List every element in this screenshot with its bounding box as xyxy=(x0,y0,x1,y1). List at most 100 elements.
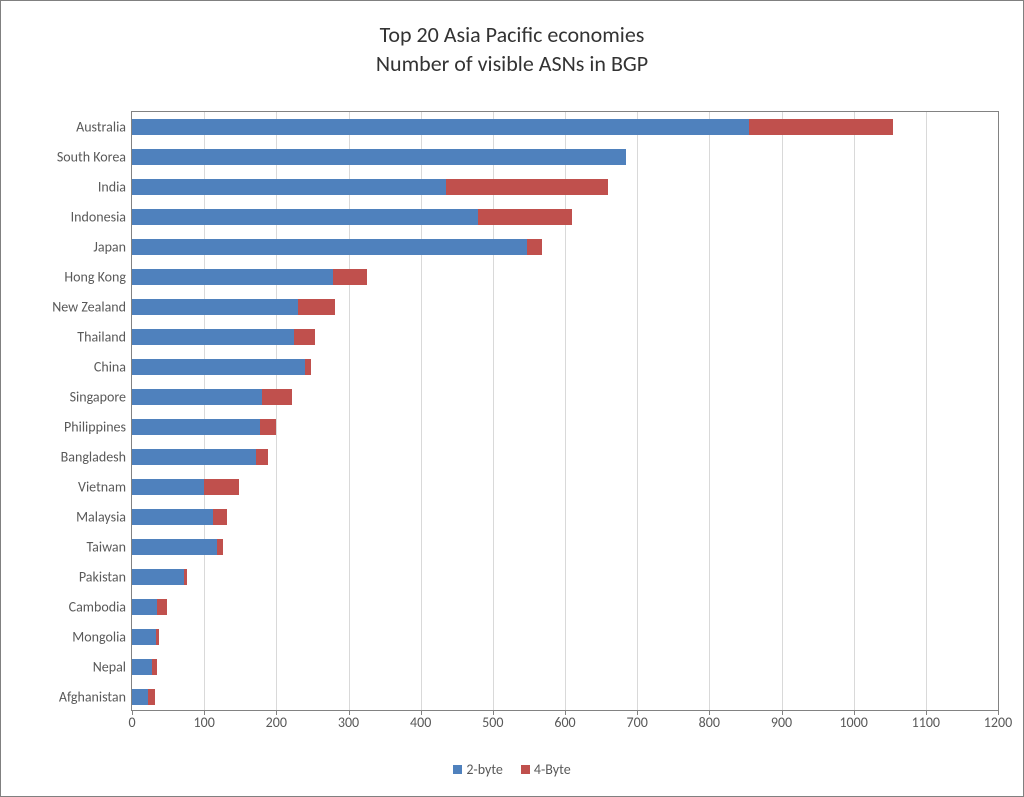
bar-segment-four-byte xyxy=(213,509,227,525)
legend-label: 2-byte xyxy=(466,761,503,778)
bar-segment-two-byte xyxy=(132,449,256,465)
bar-segment-four-byte xyxy=(156,629,159,645)
bar-segment-two-byte xyxy=(132,119,749,135)
bar-segment-two-byte xyxy=(132,539,217,555)
bar-segment-two-byte xyxy=(132,209,478,225)
gridline xyxy=(349,112,350,710)
bar-row xyxy=(132,359,998,375)
bar-row xyxy=(132,659,998,675)
bar-row xyxy=(132,599,998,615)
bar-segment-two-byte xyxy=(132,329,294,345)
bar-segment-two-byte xyxy=(132,269,333,285)
bar-segment-two-byte xyxy=(132,569,184,585)
y-axis-label: Nepal xyxy=(93,659,132,676)
gridline xyxy=(709,112,710,710)
y-axis-label: Philippines xyxy=(64,419,132,436)
bar-row xyxy=(132,179,998,195)
legend-label: 4-Byte xyxy=(534,761,571,778)
chart-title-line-2: Number of visible ASNs in BGP xyxy=(1,50,1023,79)
bar-segment-four-byte xyxy=(204,479,239,495)
bar-segment-two-byte xyxy=(132,479,204,495)
bar-row xyxy=(132,689,998,705)
y-axis-label: Bangladesh xyxy=(61,449,132,466)
y-axis-label: Australia xyxy=(76,119,132,136)
y-axis-label: Singapore xyxy=(70,389,132,406)
bar-segment-four-byte xyxy=(157,599,166,615)
bar-row xyxy=(132,389,998,405)
x-axis-label: 900 xyxy=(771,714,792,731)
y-axis-label: India xyxy=(98,179,132,196)
x-axis-label: 0 xyxy=(128,714,135,731)
x-axis-label: 1100 xyxy=(912,714,940,731)
gridline xyxy=(204,112,205,710)
y-axis-label: Cambodia xyxy=(69,599,132,616)
x-axis-label: 800 xyxy=(699,714,720,731)
bar-segment-two-byte xyxy=(132,629,156,645)
gridline xyxy=(421,112,422,710)
x-axis-label: 300 xyxy=(338,714,359,731)
legend: 2-byte 4-Byte xyxy=(1,761,1023,778)
legend-item: 4-Byte xyxy=(521,761,571,778)
bar-segment-four-byte xyxy=(148,689,155,705)
bar-segment-two-byte xyxy=(132,389,262,405)
legend-swatch xyxy=(453,765,462,774)
bar-segment-four-byte xyxy=(527,239,541,255)
x-axis-label: 600 xyxy=(554,714,575,731)
plot-area: 0100200300400500600700800900100011001200… xyxy=(131,111,999,711)
x-axis-label: 1000 xyxy=(839,714,867,731)
gridline xyxy=(637,112,638,710)
x-axis-label: 200 xyxy=(266,714,287,731)
x-axis-label: 700 xyxy=(627,714,648,731)
y-axis-label: Vietnam xyxy=(78,479,132,496)
gridline xyxy=(493,112,494,710)
gridline xyxy=(565,112,566,710)
chart-title: Top 20 Asia Pacific economies Number of … xyxy=(1,21,1023,78)
bar-row xyxy=(132,209,998,225)
gridline xyxy=(854,112,855,710)
bar-segment-two-byte xyxy=(132,509,213,525)
x-axis-label: 400 xyxy=(410,714,431,731)
gridline xyxy=(782,112,783,710)
y-axis-label: South Korea xyxy=(57,149,132,166)
bar-segment-four-byte xyxy=(446,179,608,195)
y-axis-label: Japan xyxy=(93,239,132,256)
x-axis-label: 100 xyxy=(194,714,215,731)
bar-row xyxy=(132,299,998,315)
bar-row xyxy=(132,269,998,285)
bar-row xyxy=(132,449,998,465)
bar-segment-four-byte xyxy=(217,539,223,555)
y-axis-label: Hong Kong xyxy=(64,269,132,286)
y-axis-label: Pakistan xyxy=(79,569,132,586)
bar-segment-four-byte xyxy=(478,209,572,225)
bar-row xyxy=(132,569,998,585)
legend-item: 2-byte xyxy=(453,761,503,778)
bar-segment-four-byte xyxy=(305,359,311,375)
bar-segment-four-byte xyxy=(152,659,156,675)
bar-row xyxy=(132,479,998,495)
bar-segment-two-byte xyxy=(132,659,152,675)
bar-segment-two-byte xyxy=(132,299,298,315)
bar-segment-two-byte xyxy=(132,689,148,705)
y-axis-label: Thailand xyxy=(77,329,132,346)
bar-segment-two-byte xyxy=(132,149,626,165)
bar-row xyxy=(132,539,998,555)
y-axis-label: China xyxy=(94,359,132,376)
bar-row xyxy=(132,329,998,345)
y-axis-label: Taiwan xyxy=(86,539,132,556)
bar-segment-four-byte xyxy=(256,449,268,465)
bar-segment-four-byte xyxy=(260,419,276,435)
bar-segment-four-byte xyxy=(749,119,893,135)
bar-row xyxy=(132,119,998,135)
y-axis-label: Afghanistan xyxy=(59,689,132,706)
y-axis-label: Mongolia xyxy=(72,629,132,646)
bar-row xyxy=(132,149,998,165)
bar-segment-four-byte xyxy=(294,329,314,345)
bar-segment-two-byte xyxy=(132,359,305,375)
x-axis-label: 500 xyxy=(482,714,503,731)
bar-segment-four-byte xyxy=(298,299,336,315)
bar-segment-two-byte xyxy=(132,419,260,435)
legend-swatch xyxy=(521,765,530,774)
bar-segment-two-byte xyxy=(132,179,446,195)
y-axis-label: Malaysia xyxy=(76,509,132,526)
chart-title-line-1: Top 20 Asia Pacific economies xyxy=(1,21,1023,50)
